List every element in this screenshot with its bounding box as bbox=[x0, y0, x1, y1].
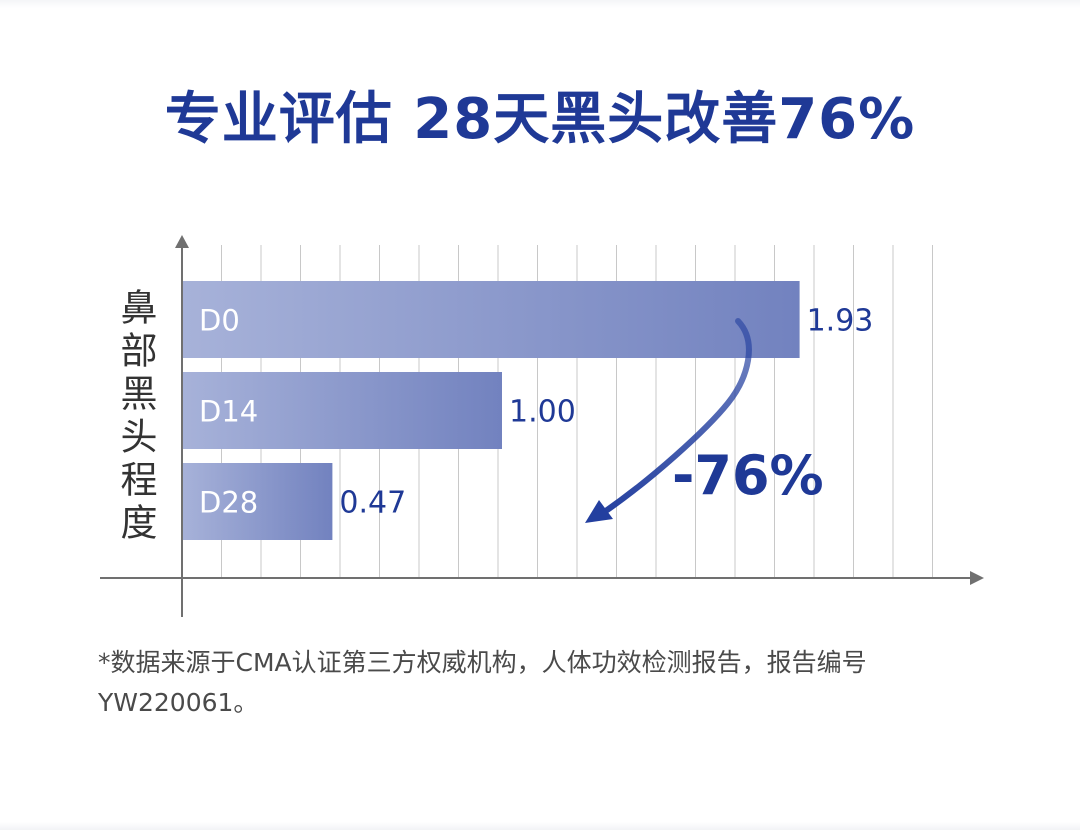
reduction-annotation: -76% bbox=[585, 318, 824, 523]
bar-d0 bbox=[182, 281, 800, 358]
y-axis-label: 鼻部黑头程度 bbox=[114, 288, 157, 546]
reduction-arrow bbox=[594, 318, 752, 520]
page-title: 专业评估 28天黑头改善76% bbox=[164, 87, 916, 152]
bar-value-label: 0.47 bbox=[339, 486, 406, 521]
y-axis-arrow bbox=[175, 235, 189, 248]
reduction-label: -76% bbox=[672, 444, 824, 507]
axes bbox=[100, 235, 984, 617]
bar-category-label: D0 bbox=[199, 304, 240, 338]
bar-d28 bbox=[182, 463, 333, 540]
bar-category-label: D14 bbox=[199, 395, 258, 429]
reduction-arrow-head bbox=[585, 500, 613, 523]
y-axis-label-wrap: 鼻部黑头程度 bbox=[110, 262, 160, 572]
bar-value-label: 1.93 bbox=[807, 304, 874, 339]
bars: D0 1.93 D14 1.00 D28 0.47 bbox=[182, 281, 873, 540]
source-footnote: *数据来源于CMA认证第三方权威机构，人体功效检测报告，报告编号YW220061… bbox=[98, 648, 867, 717]
bar-category-label: D28 bbox=[199, 486, 258, 520]
bar-value-label: 1.00 bbox=[509, 395, 576, 430]
bar-d14 bbox=[182, 372, 502, 449]
x-axis-arrow bbox=[970, 571, 984, 585]
